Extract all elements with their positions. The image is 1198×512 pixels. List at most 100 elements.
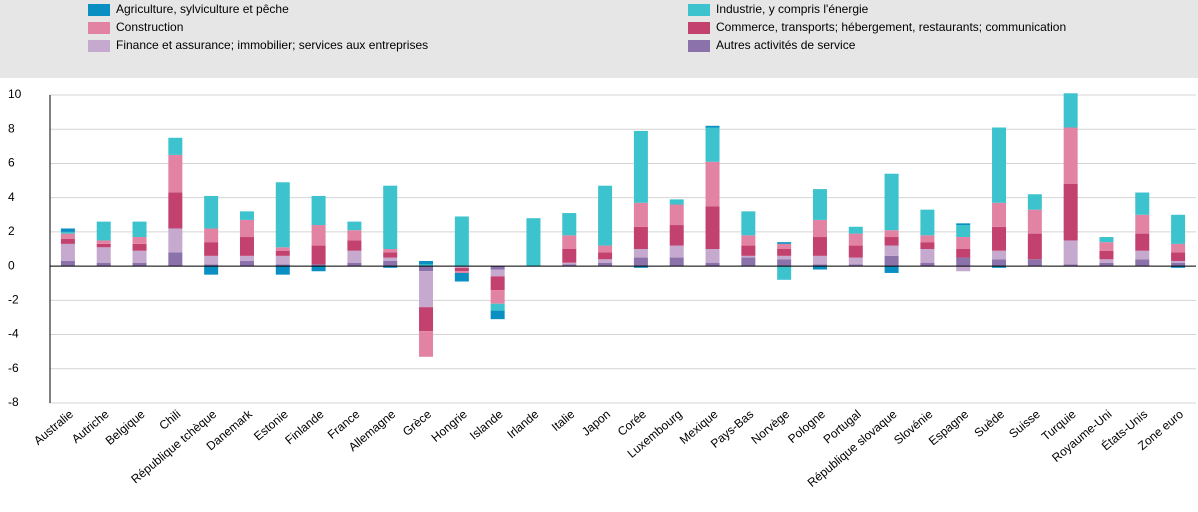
y-tick-label: 10	[8, 87, 22, 101]
bar-segment	[419, 331, 434, 357]
bar-segment	[848, 245, 863, 258]
bar-segment	[419, 307, 434, 332]
bar-segment	[419, 260, 434, 265]
bar-segment	[812, 266, 827, 270]
bar-segment	[884, 245, 899, 256]
bar-segment	[490, 290, 505, 304]
bar-segment	[812, 255, 827, 265]
bar-segment	[1099, 259, 1114, 263]
bar-segment	[1135, 192, 1150, 215]
bar-segment	[490, 276, 505, 291]
bar-segment	[275, 264, 290, 267]
bar-segment	[454, 266, 469, 268]
bar-segment	[598, 262, 613, 267]
bar-segment	[168, 154, 183, 193]
bar-segment	[992, 259, 1007, 267]
bar-segment	[383, 260, 398, 267]
bar-segment	[132, 243, 147, 251]
bar-segment	[956, 225, 971, 238]
bar-segment	[168, 192, 183, 229]
y-tick-label: 4	[8, 190, 15, 204]
bar-segment	[633, 249, 648, 258]
bar-segment	[562, 249, 577, 263]
y-tick-label: -6	[8, 361, 19, 375]
bar-segment	[1027, 194, 1042, 210]
bar-segment	[884, 266, 899, 273]
x-tick-label: Italie	[549, 407, 578, 434]
bar-segment	[60, 260, 75, 267]
bar-segment	[848, 226, 863, 234]
bar-segment	[920, 209, 935, 236]
bar-segment	[598, 185, 613, 246]
legend-swatch	[688, 22, 710, 34]
bar-segment	[1135, 250, 1150, 260]
bar-segment	[311, 245, 326, 265]
bar-segment	[204, 266, 219, 275]
bar-segment	[275, 247, 290, 251]
bar-segment	[1063, 183, 1078, 241]
y-tick-label: 0	[8, 258, 15, 272]
bar-segment	[1063, 240, 1078, 265]
bar-segment	[60, 228, 75, 232]
y-tick-label: 8	[8, 121, 15, 135]
x-tick-label: Pologne	[785, 407, 828, 446]
bar-segment	[992, 202, 1007, 227]
bar-segment	[956, 266, 971, 272]
bar-segment	[920, 249, 935, 263]
bar-segment	[705, 206, 720, 249]
bar-segment	[1063, 127, 1078, 184]
bar-segment	[1099, 250, 1114, 260]
bar-segment	[96, 247, 111, 263]
bar-segment	[777, 266, 792, 280]
bar-segment	[1135, 233, 1150, 251]
bar-segment	[598, 245, 613, 253]
bar-segment	[239, 260, 254, 267]
bar-segment	[920, 242, 935, 249]
bar-segment	[741, 257, 756, 267]
bar-segment	[669, 245, 684, 258]
bar-segment	[562, 235, 577, 249]
bar-segment	[1171, 252, 1186, 261]
bar-segment	[1171, 260, 1186, 263]
legend-label: Industrie, y compris l'énergie	[716, 2, 869, 16]
bar-segment	[168, 252, 183, 267]
bar-segment	[239, 237, 254, 256]
bar-segment	[311, 225, 326, 246]
x-tick-label: Norvège	[748, 407, 792, 447]
bar-segment	[1027, 209, 1042, 234]
bar-segment	[741, 255, 756, 258]
bar-segment	[956, 257, 971, 267]
bar-segment	[777, 259, 792, 267]
bar-segment	[383, 252, 398, 258]
bar-segment	[598, 259, 613, 263]
bar-segment	[60, 238, 75, 244]
bar-segment	[884, 255, 899, 267]
bar-segment	[204, 264, 219, 267]
bar-segment	[96, 243, 111, 248]
x-tick-label: Belgique	[103, 407, 148, 448]
bar-segment	[848, 264, 863, 267]
bar-segment	[60, 243, 75, 261]
bar-segment	[204, 228, 219, 243]
bar-segment	[454, 267, 469, 272]
y-tick-label: -2	[8, 293, 19, 307]
legend-label: Autres activités de service	[716, 38, 856, 52]
bar-segment	[956, 249, 971, 258]
bar-segment	[419, 264, 434, 267]
bar-segment	[419, 271, 434, 308]
legend-swatch	[688, 4, 710, 16]
bar-segment	[669, 225, 684, 246]
bar-segment	[920, 262, 935, 267]
bar-segment	[96, 221, 111, 241]
bar-segment	[1027, 233, 1042, 260]
bar-segment	[812, 189, 827, 220]
bar-segment	[633, 130, 648, 203]
bar-segment	[956, 237, 971, 249]
bar-segment	[669, 257, 684, 267]
x-tick-label: Hongrie	[429, 407, 470, 445]
bar-segment	[347, 240, 362, 251]
x-tick-label: Australie	[31, 407, 76, 448]
bar-segment	[848, 257, 863, 265]
bar-segment	[204, 242, 219, 256]
bar-segment	[777, 249, 792, 256]
